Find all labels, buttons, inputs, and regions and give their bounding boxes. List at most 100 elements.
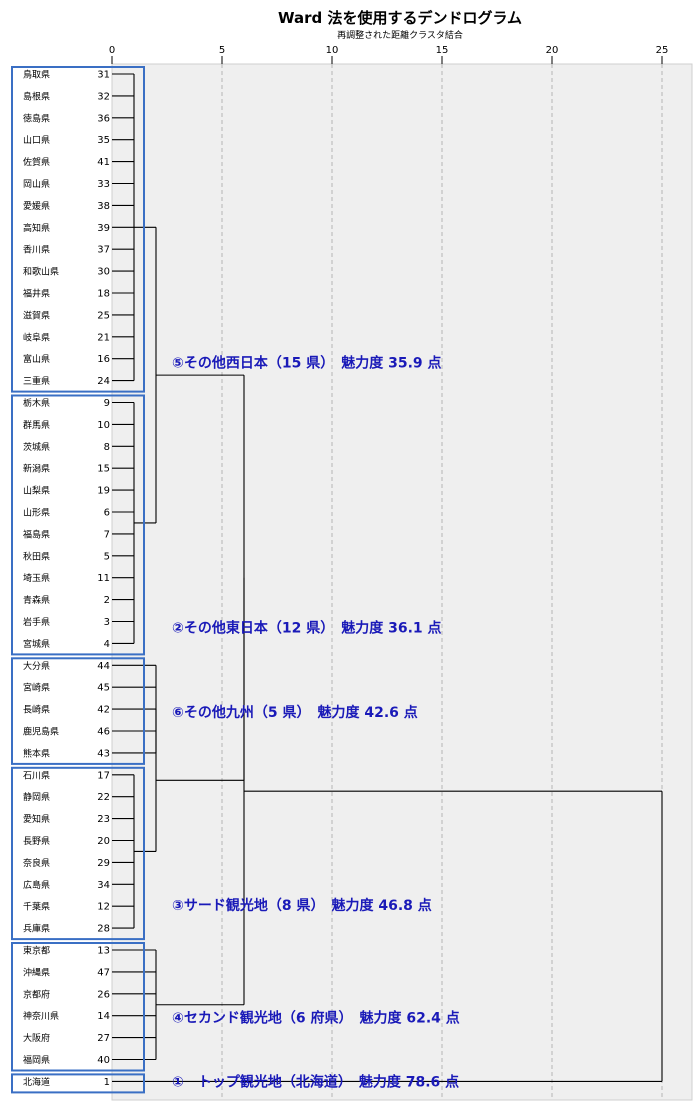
cluster-box: [11, 394, 145, 656]
leaf-name-label: 兵庫県: [23, 923, 50, 935]
cluster-annotation: ① トップ観光地（北海道） 魅力度 78.6 点: [172, 1073, 459, 1090]
leaf-id-label: 34: [97, 880, 110, 891]
cluster-annotations: ⑤その他西日本（15 県） 魅力度 35.9 点 ②その他東日本（12 県） 魅力…: [172, 355, 460, 1091]
x-tick-label: 0: [109, 45, 115, 56]
leaf-name-label: 神奈川県: [23, 1010, 59, 1022]
leaf-name-label: 栃木県: [23, 397, 50, 409]
cluster-boxes: [11, 66, 145, 1094]
leaf-name-label: 熊本県: [23, 747, 50, 759]
leaf-id-label: 25: [97, 310, 110, 321]
leaf-id-label: 8: [104, 442, 110, 453]
leaf-name-label: 秋田県: [23, 550, 50, 562]
leaf-name-label: 北海道: [23, 1076, 50, 1088]
leaf-id-label: 47: [97, 967, 110, 978]
cluster-annotation: ③サード観光地（8 県） 魅力度 46.8 点: [172, 897, 432, 914]
leaf-id-label: 26: [97, 989, 110, 1000]
leaf-id-label: 41: [97, 157, 110, 168]
leaf-name-label: 島根県: [23, 90, 50, 102]
leaf-name-label: 千葉県: [23, 901, 50, 913]
leaf-id-label: 6: [104, 508, 110, 519]
leaf-id-label: 35: [97, 135, 110, 146]
leaf-name-label: 静岡県: [23, 791, 50, 803]
leaf-id-label: 13: [97, 946, 110, 957]
leaf-name-label: 富山県: [23, 353, 50, 365]
leaf-id-label: 43: [97, 748, 110, 759]
leaf-name-label: 新潟県: [23, 463, 50, 475]
leaf-id-label: 44: [97, 661, 110, 672]
leaf-name-label: 大分県: [23, 660, 50, 672]
leaf-id-label: 32: [97, 91, 110, 102]
leaf-id-label: 9: [104, 398, 110, 409]
leaf-id-label: 37: [97, 245, 110, 256]
leaf-name-label: 長崎県: [23, 704, 50, 716]
leaf-name-label: 香川県: [23, 245, 50, 256]
leaf-id-label: 33: [97, 179, 110, 190]
leaf-name-label: 石川県: [23, 770, 50, 781]
cluster-annotation: ⑥その他九州（5 県） 魅力度 42.6 点: [172, 704, 418, 721]
leaf-name-label: 高知県: [23, 222, 50, 234]
leaf-id-label: 4: [104, 639, 110, 650]
leaf-name-label: 鹿児島県: [23, 726, 59, 738]
leaf-id-label: 20: [97, 836, 110, 847]
leaf-id-label: 46: [97, 727, 110, 738]
leaf-id-label: 1: [104, 1077, 110, 1088]
cluster-annotation: ⑤その他西日本（15 県） 魅力度 35.9 点: [172, 355, 442, 372]
leaf-id-label: 39: [97, 223, 110, 234]
leaf-name-label: 愛知県: [23, 813, 50, 825]
leaf-id-label: 16: [97, 354, 110, 365]
leaf-name-label: 和歌山県: [23, 266, 59, 278]
leaf-id-label: 31: [97, 70, 110, 81]
leaf-id-label: 42: [97, 705, 110, 716]
cluster-box: [11, 942, 145, 1072]
x-tick-label: 10: [326, 45, 339, 56]
leaf-name-label: 青森県: [23, 594, 50, 606]
leaf-name-label: 岡山県: [23, 179, 50, 190]
cluster-box: [11, 657, 145, 765]
leaf-id-label: 15: [97, 464, 110, 475]
leaf-id-label: 22: [97, 792, 110, 803]
leaf-id-label: 11: [97, 573, 110, 584]
chart-subtitle: 再調整された距離クラスタ結合: [337, 29, 463, 41]
leaf-name-label: 長野県: [23, 836, 50, 847]
leaf-id-label: 21: [97, 332, 110, 343]
leaf-name-label: 岩手県: [23, 616, 50, 628]
leaf-id-label: 14: [97, 1011, 110, 1022]
leaf-name-label: 山形県: [23, 507, 50, 519]
leaf-id-label: 38: [97, 201, 110, 212]
x-tick-label: 20: [546, 45, 559, 56]
leaf-name-label: 東京都: [23, 945, 50, 957]
leaf-name-label: 福岡県: [23, 1054, 50, 1066]
leaf-id-label: 5: [104, 551, 110, 562]
leaf-name-label: 宮城県: [23, 638, 50, 650]
leaf-name-label: 大阪府: [23, 1032, 50, 1044]
leaf-id-label: 40: [97, 1055, 110, 1066]
cluster-box: [11, 66, 145, 393]
leaf-name-label: 奈良県: [23, 857, 50, 869]
leaf-id-label: 28: [97, 924, 110, 935]
leaf-id-label: 10: [97, 420, 110, 431]
leaf-id-label: 18: [97, 289, 110, 300]
leaf-name-label: 埼玉県: [23, 572, 50, 584]
leaf-id-label: 29: [97, 858, 110, 869]
chart-title: Ward 法を使用するデンドログラム: [278, 9, 522, 27]
cluster-box: [11, 766, 145, 941]
x-tick-label: 25: [656, 45, 669, 56]
cluster-annotation: ④セカンド観光地（6 府県） 魅力度 62.4 点: [172, 1010, 460, 1027]
leaf-name-label: 福井県: [23, 288, 50, 300]
leaf-id-label: 3: [104, 617, 110, 628]
leaf-id-label: 30: [97, 267, 110, 278]
leaf-name-label: 福島県: [23, 528, 50, 540]
leaf-name-label: 広島県: [23, 879, 50, 891]
x-tick-label: 15: [436, 45, 449, 56]
leaf-name-label: 京都府: [23, 988, 50, 1000]
leaf-id-label: 24: [97, 376, 110, 387]
leaf-name-label: 山梨県: [23, 485, 50, 497]
leaf-id-label: 12: [97, 902, 110, 913]
leaf-name-label: 群馬県: [23, 419, 50, 431]
leaf-name-label: 宮崎県: [23, 682, 50, 694]
leaf-id-label: 45: [97, 683, 110, 694]
x-axis: 0 5 10 15 20 25: [109, 45, 669, 1100]
leaf-id-label: 27: [97, 1033, 110, 1044]
